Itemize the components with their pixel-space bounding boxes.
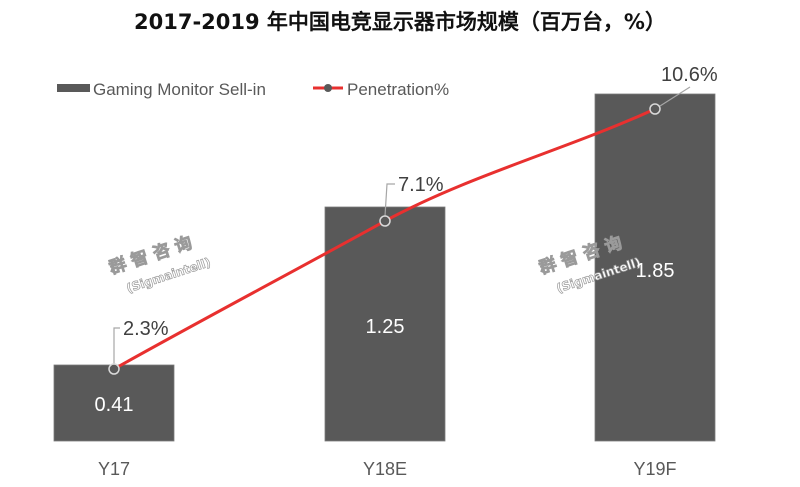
- category-label-y17: Y17: [98, 459, 130, 479]
- bars: [53, 93, 716, 442]
- pct-label-y19f: 10.6%: [661, 64, 718, 86]
- bar-value-y17: 0.41: [95, 394, 134, 416]
- chart-title: 2017-2019 年中国电竞显示器市场规模（百万台，%）: [134, 10, 666, 34]
- legend-bar-swatch: [57, 84, 90, 92]
- watermark-left: 群 智 咨 询 (Sigmaintell): [106, 232, 213, 296]
- bar-y18e: [324, 206, 446, 442]
- leader-line-y17: [113, 327, 120, 364]
- category-label-y19f: Y19F: [633, 459, 676, 479]
- bar-y19f: [594, 93, 716, 442]
- marker-y19f: [649, 103, 661, 115]
- pct-label-y18e: 7.1%: [398, 174, 444, 196]
- leader-line-y19f: [659, 86, 691, 107]
- legend-line-label: Penetration%: [347, 80, 449, 99]
- pct-label-y17: 2.3%: [123, 318, 169, 340]
- marker-y17: [108, 363, 120, 375]
- bar-value-y18e: 1.25: [366, 316, 405, 338]
- bar-value-y19f: 1.85: [636, 260, 675, 282]
- bar-y17: [53, 364, 175, 442]
- category-label-y18e: Y18E: [363, 459, 407, 479]
- marker-y18e: [379, 215, 391, 227]
- legend-bar-label: Gaming Monitor Sell-in: [93, 80, 266, 99]
- legend: Gaming Monitor Sell-in Penetration%: [57, 80, 449, 99]
- legend-dot-icon: [324, 84, 332, 92]
- leader-line-y18e: [384, 183, 395, 217]
